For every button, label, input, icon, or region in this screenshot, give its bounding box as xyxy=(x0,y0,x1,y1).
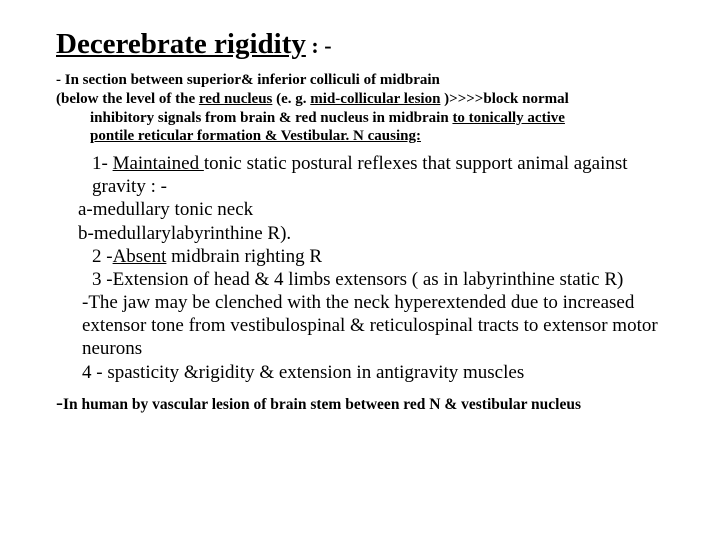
body-list: 1- Maintained tonic static postural refl… xyxy=(56,152,672,384)
intro-line-1: - In section between superior& inferior … xyxy=(56,72,440,88)
item-1: 1- Maintained tonic static postural refl… xyxy=(78,152,672,198)
title-row: Decerebrate rigidity : - xyxy=(56,28,672,61)
intro-midcollicular: mid-collicular lesion xyxy=(310,91,440,107)
item-jaw: -The jaw may be clenched with the neck h… xyxy=(78,291,672,361)
last-dash: - xyxy=(56,390,63,414)
intro-line-2b: (e. g. xyxy=(272,91,310,107)
item-4: 4 - spasticity &rigidity & extension in … xyxy=(78,361,672,384)
item-2-rest: midbrain righting R xyxy=(166,246,322,267)
item-2-absent: Absent xyxy=(113,246,167,267)
item-2-num: 2 - xyxy=(92,246,113,267)
intro-line-3a: inhibitory signals from brain & red nucl… xyxy=(90,110,452,126)
intro-line-4: pontile reticular formation & Vestibular… xyxy=(90,128,421,144)
intro-line-3b: to tonically active xyxy=(452,110,564,126)
item-1-num: 1- xyxy=(92,153,113,174)
title-colon: : - xyxy=(306,33,332,58)
item-1-maintained: Maintained xyxy=(113,153,204,174)
intro-line-2c: )>>>>block normal xyxy=(440,91,568,107)
last-text: In human by vascular lesion of brain ste… xyxy=(63,396,581,413)
intro-paragraph: - In section between superior& inferior … xyxy=(56,71,672,146)
intro-red-nucleus: red nucleus xyxy=(199,91,272,107)
item-1a: a-medullary tonic neck xyxy=(78,198,672,221)
slide-title: Decerebrate rigidity xyxy=(56,28,306,60)
intro-line-2a: (below the level of the xyxy=(56,91,199,107)
item-3: 3 -Extension of head & 4 limbs extensors… xyxy=(78,268,672,291)
intro-indent: inhibitory signals from brain & red nucl… xyxy=(56,109,672,147)
item-2: 2 -Absent midbrain righting R xyxy=(78,245,672,268)
slide: Decerebrate rigidity : - - In section be… xyxy=(0,0,720,540)
last-line: -In human by vascular lesion of brain st… xyxy=(56,390,672,415)
item-1b: b-medullarylabyrinthine R). xyxy=(78,222,672,245)
